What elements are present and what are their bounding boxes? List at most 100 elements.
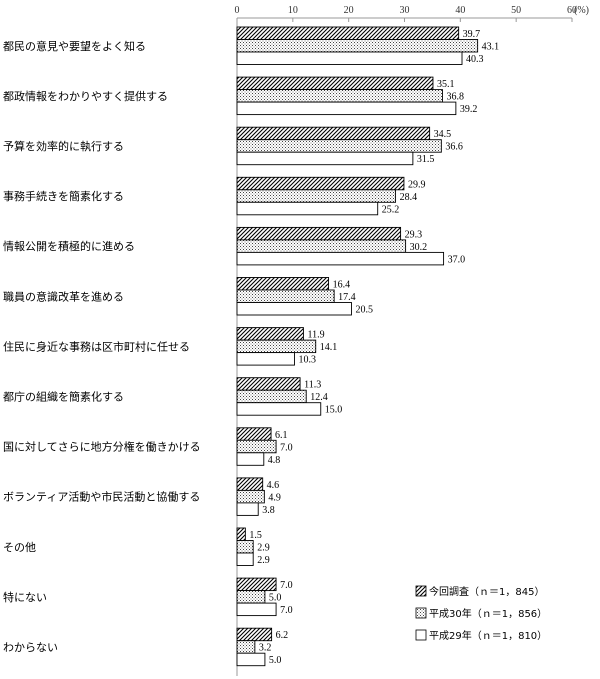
bar-series-1 xyxy=(236,139,442,153)
category-label: わからない xyxy=(3,641,58,654)
data-label-series-0: 16.4 xyxy=(333,280,351,291)
category-label: 都民の意見や要望をよく知る xyxy=(3,39,146,53)
data-label-series-2: 20.5 xyxy=(355,305,373,316)
value-labels: 39.743.140.3 35.1 36.839.2 34.5 36.6 31.5 29.9… xyxy=(249,29,499,666)
data-label-series-0: 1.5 xyxy=(249,530,262,541)
category-label: 国に対してさらに地方分権を働きかける xyxy=(3,440,201,454)
data-label-series-1: 4.9 xyxy=(268,492,281,503)
data-label-series-1: 12.4 xyxy=(310,392,328,403)
bar-series-2 xyxy=(236,502,259,516)
bar-series-1 xyxy=(236,590,266,604)
legend-label-series-0: 今回調査（ｎ＝1，845） xyxy=(429,585,544,598)
bar-series-2 xyxy=(236,402,322,416)
bar-series-1 xyxy=(236,289,335,303)
data-label-series-1: 14.1 xyxy=(320,342,338,353)
bar-series-1 xyxy=(236,189,397,203)
data-label-series-1: 28.4 xyxy=(400,192,418,203)
x-tick-label: 0 xyxy=(235,5,240,16)
x-tick-label: 10 xyxy=(288,5,298,16)
legend-swatch-series-1 xyxy=(415,607,427,619)
data-label-series-2: 39.2 xyxy=(460,104,478,115)
x-tick-label: 30 xyxy=(400,5,410,16)
category-label: 住民に身近な事務は区市町村に任せる xyxy=(3,339,190,353)
data-label-series-1: 5.0 xyxy=(269,593,282,604)
data-label-series-2: 15.0 xyxy=(325,405,343,416)
data-label-series-2: 31.5 xyxy=(417,154,435,165)
data-label-series-0: 34.5 xyxy=(434,129,452,140)
bar-series-1 xyxy=(236,640,256,654)
category-label: 特にない xyxy=(3,590,47,604)
data-label-series-2: 4.8 xyxy=(268,455,281,466)
legend-label-series-2: 平成29年（ｎ＝1，810） xyxy=(429,629,547,642)
bar-series-1 xyxy=(236,540,254,554)
bar-series-2 xyxy=(236,302,352,316)
bar-series-2 xyxy=(236,552,254,566)
data-label-series-0: 29.3 xyxy=(405,229,423,240)
data-label-series-0: 7.0 xyxy=(280,580,293,591)
bar-series-2 xyxy=(236,251,445,266)
bar-series-1 xyxy=(236,89,443,103)
data-label-series-1: 2.9 xyxy=(257,543,270,554)
bar-series-0 xyxy=(236,277,330,291)
bar-series-2 xyxy=(236,51,463,65)
bar-series-1 xyxy=(236,339,317,354)
bar-series-2 xyxy=(236,151,414,166)
legend-label-series-1: 平成30年（ｎ＝1，856） xyxy=(429,607,547,620)
bar-series-0 xyxy=(236,176,405,191)
data-label-series-1: 36.6 xyxy=(445,142,463,153)
data-label-series-2: 25.2 xyxy=(382,204,400,215)
legend: 今回調査（ｎ＝1，845） 平成30年（ｎ＝1，856） 平成29年（ｎ＝1，8… xyxy=(415,585,547,642)
data-label-series-2: 2.9 xyxy=(257,555,270,566)
bar-series-0 xyxy=(236,577,277,592)
data-label-series-0: 11.9 xyxy=(307,330,324,341)
data-label-series-1: 7.0 xyxy=(280,442,293,453)
data-label-series-1: 43.1 xyxy=(482,42,500,53)
category-label: ボランティア活動や市民活動と協働する xyxy=(3,490,200,504)
category-label: 予算を効率的に執行する xyxy=(3,139,124,153)
data-label-series-0: 6.2 xyxy=(276,630,289,641)
legend-swatch-series-2 xyxy=(415,629,427,641)
bars xyxy=(236,26,479,667)
legend-swatch-series-0 xyxy=(415,585,427,597)
bar-series-0 xyxy=(236,327,304,341)
data-label-series-2: 3.8 xyxy=(262,505,275,516)
data-label-series-2: 5.0 xyxy=(269,655,282,666)
unit-label: (%) xyxy=(574,5,589,16)
category-label: 職員の意識改革を進める xyxy=(3,289,124,303)
data-label-series-2: 7.0 xyxy=(280,605,293,616)
bar-series-0 xyxy=(236,477,264,491)
bar-series-0 xyxy=(236,126,431,141)
data-label-series-2: 37.0 xyxy=(448,254,466,265)
bar-series-1 xyxy=(236,439,277,454)
data-label-series-1: 36.8 xyxy=(446,92,464,103)
category-label: 事務手続きを簡素化する xyxy=(3,189,124,203)
bar-series-0 xyxy=(236,26,460,40)
bar-series-2 xyxy=(236,201,379,216)
data-label-series-1: 30.2 xyxy=(410,242,428,253)
data-label-series-0: 39.7 xyxy=(463,29,481,40)
data-label-series-1: 17.4 xyxy=(338,292,356,303)
bar-series-0 xyxy=(236,427,272,441)
category-labels: 都民の意見や要望をよく知る都政情報をわかりやすく提供する予算を効率的に執行する事… xyxy=(3,39,201,654)
bar-series-1 xyxy=(236,489,265,504)
data-label-series-2: 40.3 xyxy=(466,54,484,65)
category-label: 情報公開を積極的に進める xyxy=(3,239,135,253)
data-label-series-2: 10.3 xyxy=(299,355,317,366)
bar-series-2 xyxy=(236,101,457,116)
data-label-series-0: 35.1 xyxy=(437,79,455,90)
bar-series-2 xyxy=(236,652,266,667)
category-label: 都政情報をわかりやすく提供する xyxy=(3,89,168,103)
x-tick-label: 60 xyxy=(567,5,577,16)
data-label-series-1: 3.2 xyxy=(259,643,272,654)
category-label: 都庁の組織を簡素化する xyxy=(3,389,124,403)
bar-series-1 xyxy=(236,39,479,53)
data-label-series-0: 4.6 xyxy=(267,480,280,491)
data-label-series-0: 11.3 xyxy=(304,380,321,391)
bar-series-0 xyxy=(236,76,434,91)
bar-series-2 xyxy=(236,602,277,617)
data-label-series-0: 29.9 xyxy=(408,179,426,190)
bar-series-0 xyxy=(236,527,246,541)
bar-series-0 xyxy=(236,377,301,391)
x-tick-label: 20 xyxy=(344,5,354,16)
